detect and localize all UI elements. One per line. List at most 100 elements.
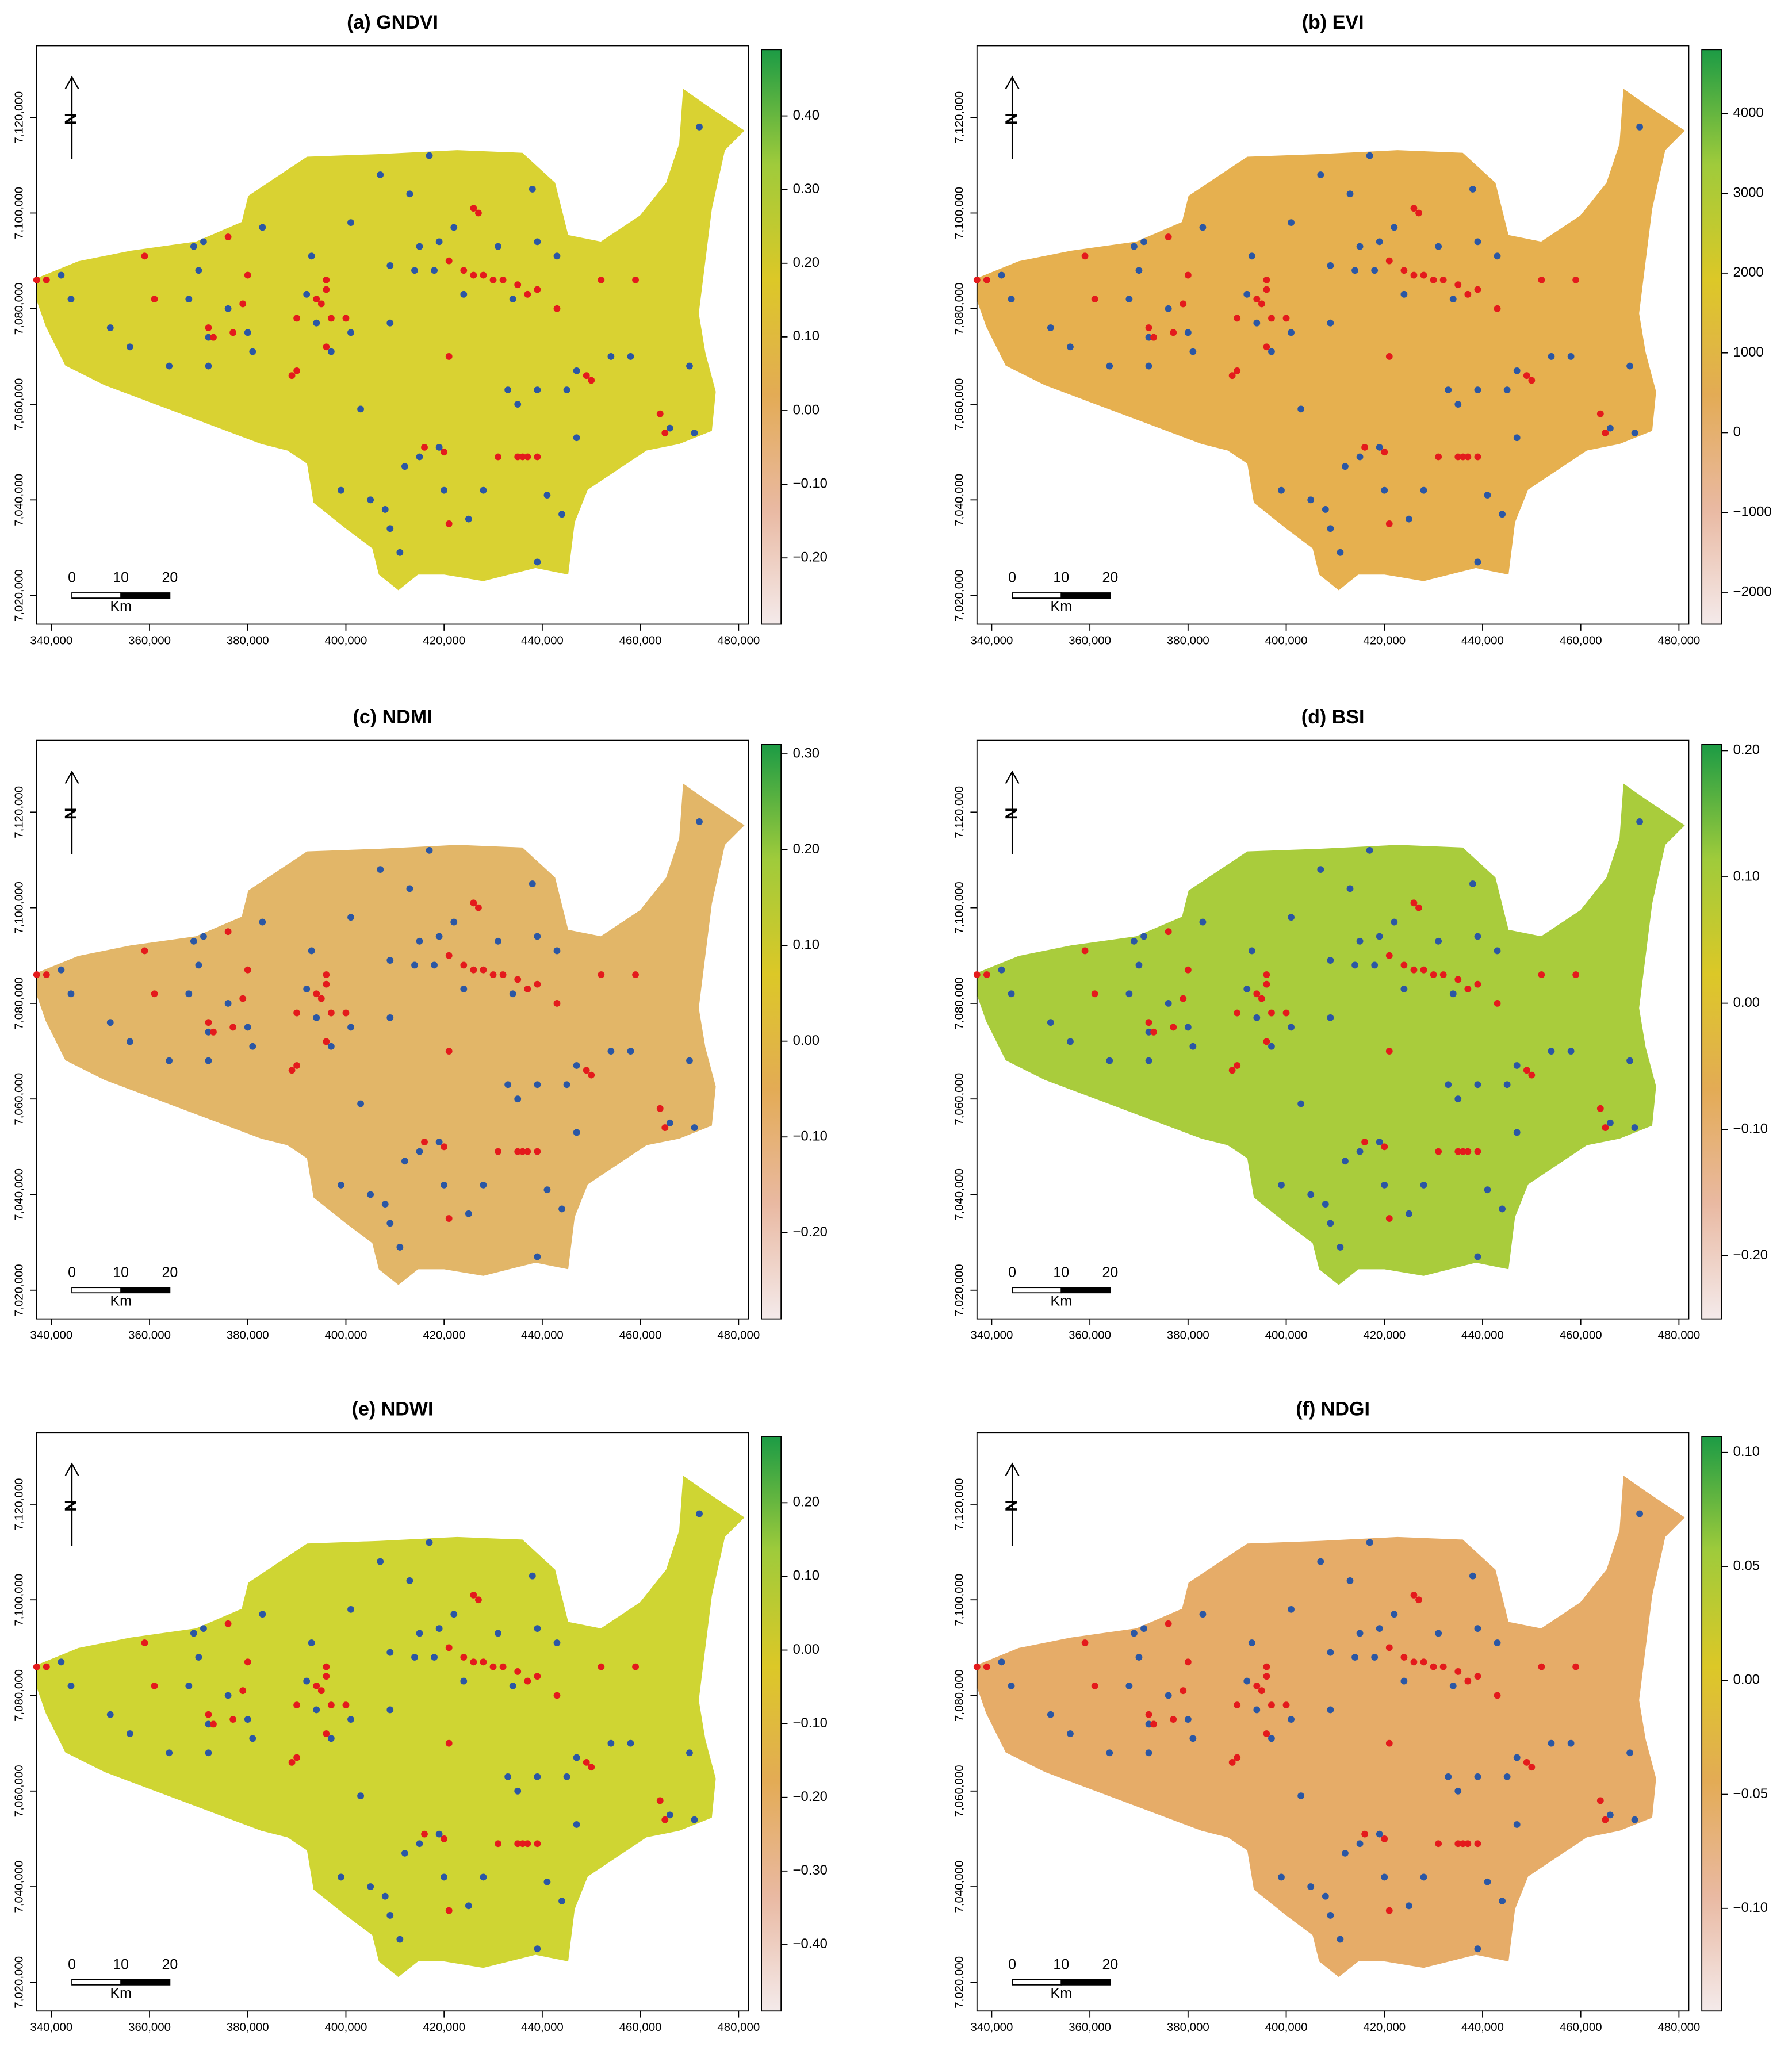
sample-point: [686, 1749, 693, 1757]
sample-point: [386, 1014, 394, 1021]
sample-point: [1474, 558, 1481, 566]
sample-point: [1513, 1129, 1521, 1136]
map-panel: (a) GNDVI 340,000 360,000 380,000 400,000 420…: [13, 12, 828, 647]
sample-point: [529, 1572, 536, 1580]
sample-point: [553, 1639, 561, 1646]
colorbar-tick-label: 0.30: [793, 745, 820, 761]
sample-point: [573, 1062, 580, 1069]
sample-point: [1474, 933, 1481, 940]
sample-point: [293, 1062, 301, 1069]
sample-point: [480, 486, 487, 494]
sample-point: [1602, 1816, 1609, 1823]
scale-unit: Km: [110, 1293, 131, 1309]
sample-point: [534, 558, 541, 566]
sample-point: [1513, 434, 1521, 442]
scale-bar-white: [71, 1287, 122, 1294]
sample-point: [323, 971, 330, 978]
sample-point: [1322, 1892, 1329, 1900]
sample-point: [1410, 1658, 1418, 1666]
x-tick-label: 400,000: [1265, 634, 1308, 647]
y-tick-label: 7,120,000: [954, 1478, 966, 1531]
sample-point: [1091, 296, 1098, 303]
sample-point: [691, 1124, 698, 1131]
colorbar-tick-label: 0.20: [793, 255, 820, 270]
sample-point: [1228, 372, 1236, 380]
map-panel: (b) EVI 340,000 360,000 380,000 400,000 420,0…: [954, 12, 1772, 647]
sample-point: [416, 243, 423, 250]
sample-point: [1385, 1048, 1393, 1055]
sample-point: [1140, 238, 1147, 246]
colorbar-tick-label: 0.05: [1733, 1558, 1760, 1573]
sample-point: [1337, 549, 1344, 556]
sample-point: [205, 324, 212, 331]
sample-point: [661, 1816, 669, 1823]
sample-point: [1503, 1081, 1511, 1089]
x-tick-label: 420,000: [1363, 634, 1406, 647]
x-tick-label: 380,000: [227, 634, 269, 647]
colorbar-tick-label: 1000: [1733, 344, 1764, 360]
sample-point: [1474, 1081, 1481, 1089]
sample-point: [534, 453, 541, 461]
sample-point: [435, 1830, 443, 1838]
sample-point: [1430, 971, 1437, 978]
sample-point: [1263, 286, 1270, 293]
sample-point: [1435, 1148, 1442, 1155]
sample-point: [543, 1186, 551, 1194]
sample-point: [1263, 1673, 1270, 1680]
sample-point: [480, 1181, 487, 1189]
sample-point: [1297, 1792, 1305, 1800]
sample-point: [1445, 1773, 1452, 1780]
sample-point: [313, 1682, 320, 1689]
sample-point: [661, 430, 669, 436]
sample-point: [1449, 1682, 1457, 1689]
sample-point: [308, 947, 315, 955]
sample-point: [1322, 1201, 1329, 1208]
sample-point: [347, 914, 354, 921]
sample-point: [1327, 262, 1334, 269]
sample-point: [205, 1749, 212, 1757]
sample-point: [495, 1630, 501, 1637]
sample-point: [1243, 290, 1251, 298]
sample-point: [200, 1625, 207, 1632]
sample-point: [1449, 990, 1457, 998]
sample-point: [1356, 937, 1364, 945]
sample-point: [1400, 290, 1408, 298]
sample-point: [1459, 1148, 1466, 1155]
colorbar-tick-label: −0.20: [1733, 1247, 1768, 1263]
sample-point: [509, 1682, 516, 1689]
x-tick-label: 440,000: [521, 634, 564, 647]
sample-point: [973, 1663, 981, 1670]
scale-bar-white: [71, 592, 122, 599]
colorbar-tick-label: 0: [1733, 424, 1741, 440]
sample-point: [445, 1739, 453, 1747]
x-tick-label: 480,000: [1657, 2021, 1700, 2034]
sample-point: [1008, 990, 1015, 998]
scale-unit: Km: [1051, 1293, 1072, 1309]
sample-point: [524, 1148, 531, 1155]
sample-point: [1135, 961, 1143, 969]
sample-point: [470, 205, 477, 212]
panel-title: (d) BSI: [1301, 706, 1365, 728]
sample-point: [1435, 937, 1442, 945]
sample-point: [1145, 324, 1152, 331]
sample-point: [450, 918, 458, 926]
sample-point: [386, 262, 394, 269]
sample-point: [1376, 1625, 1383, 1632]
sample-point: [288, 372, 296, 380]
sample-point: [691, 1816, 698, 1823]
scale-label: 20: [1102, 1956, 1119, 1972]
study-area: [36, 89, 745, 591]
sample-point: [421, 443, 428, 451]
sample-point: [1145, 334, 1152, 341]
sample-point: [1125, 1682, 1133, 1689]
sample-point: [1327, 1649, 1334, 1656]
sample-point: [514, 1148, 522, 1155]
sample-point: [504, 386, 512, 394]
sample-point: [1385, 1907, 1393, 1914]
sample-point: [195, 1654, 202, 1661]
x-tick-label: 340,000: [30, 2021, 72, 2034]
colorbar-tick-label: −0.10: [793, 1715, 828, 1731]
y-tick-label: 7,060,000: [13, 378, 26, 431]
sample-point: [632, 276, 639, 283]
sample-point: [205, 1720, 212, 1728]
